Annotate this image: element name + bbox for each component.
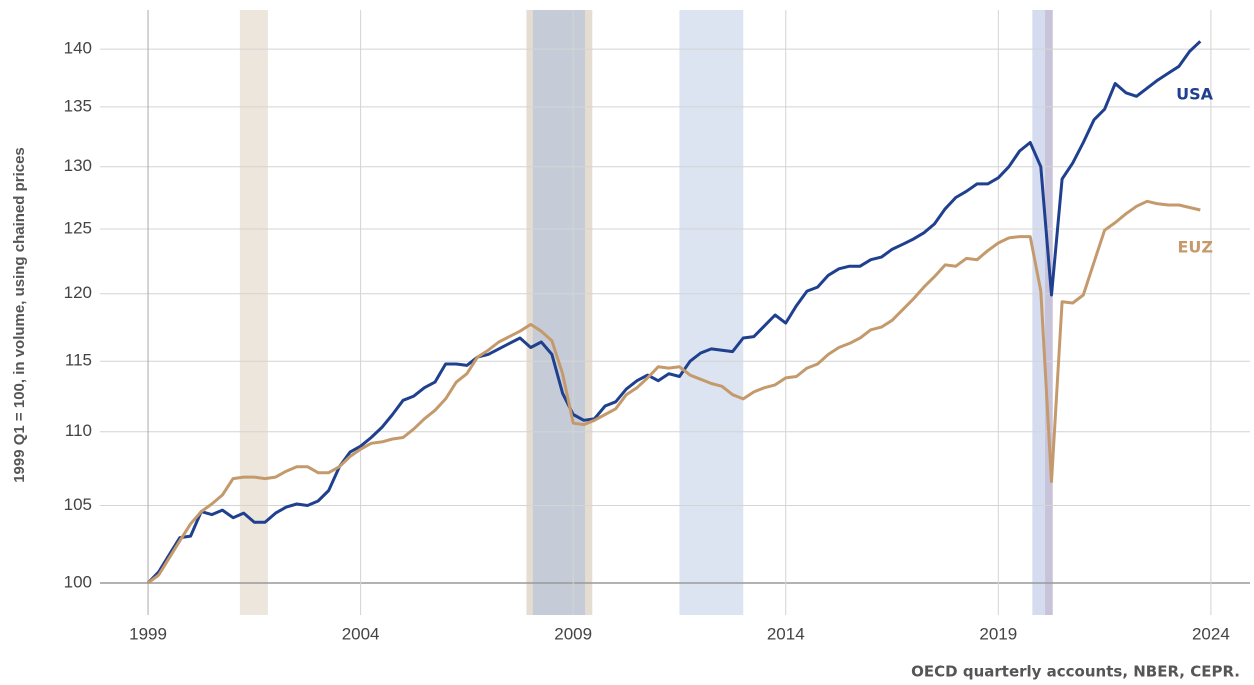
series-line bbox=[146, 40, 1202, 585]
x-tick-label: 1999 bbox=[129, 624, 167, 643]
y-tick-label: 100 bbox=[64, 572, 92, 591]
x-tick-label: 2019 bbox=[979, 624, 1017, 643]
y-tick-label: 140 bbox=[64, 39, 92, 58]
x-tick-label: 2024 bbox=[1192, 624, 1230, 643]
recession-band bbox=[1045, 10, 1053, 615]
y-tick-label: 115 bbox=[65, 351, 92, 370]
source: OECD quarterly accounts, NBER, CEPR. bbox=[911, 663, 1240, 681]
x-tick-label: 2004 bbox=[342, 624, 380, 643]
series-label: USA bbox=[1176, 85, 1214, 104]
y-tick-label: 120 bbox=[64, 283, 92, 302]
x-tick-label: 2009 bbox=[554, 624, 592, 643]
x-tick-label: 2014 bbox=[767, 624, 805, 643]
y-tick-label: 125 bbox=[64, 218, 92, 237]
recession-band bbox=[239, 10, 268, 615]
y-axis-label: 1999 Q1 = 100, in volume, using chained … bbox=[11, 147, 28, 483]
y-tick-label: 135 bbox=[64, 96, 92, 115]
recession-band bbox=[532, 10, 586, 615]
recession-band bbox=[679, 10, 744, 615]
recession-band bbox=[1032, 10, 1049, 615]
series-label: EUZ bbox=[1177, 238, 1213, 257]
y-tick-label: 110 bbox=[65, 421, 92, 440]
y-tick-label: 130 bbox=[64, 156, 92, 175]
y-tick-label: 105 bbox=[64, 495, 92, 514]
series-line bbox=[147, 199, 1201, 585]
